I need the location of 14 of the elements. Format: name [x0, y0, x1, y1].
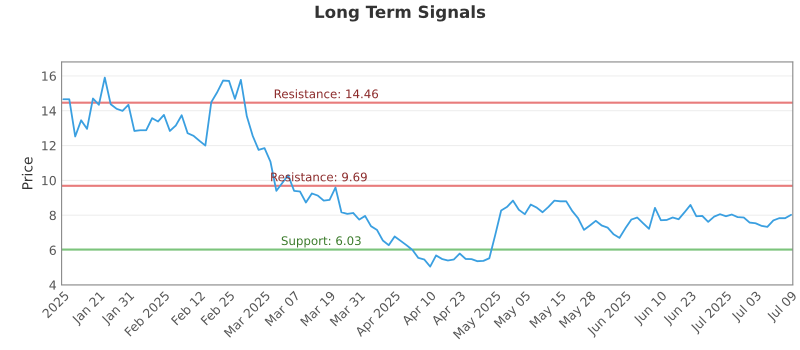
- ref-line-label: Resistance: 14.46: [274, 89, 378, 98]
- chart-title: Long Term Signals: [316, 5, 486, 22]
- y-tick-label: 14: [42, 106, 56, 116]
- x-tick-label: Jul 03: [730, 290, 764, 324]
- y-axis-title: Price: [22, 157, 33, 190]
- y-tick-label: 10: [42, 176, 56, 186]
- line-series: [62, 76, 792, 268]
- x-tick-label: Jul 09: [766, 290, 799, 324]
- y-tick-label: 8: [50, 210, 56, 220]
- y-tick-label: 6: [50, 246, 56, 255]
- y-tick-label: 4: [49, 280, 56, 290]
- y-tick-label: 16: [42, 71, 56, 81]
- ref-line-label: Support: 6.03: [282, 236, 361, 248]
- y-tick-label: 12: [42, 141, 56, 150]
